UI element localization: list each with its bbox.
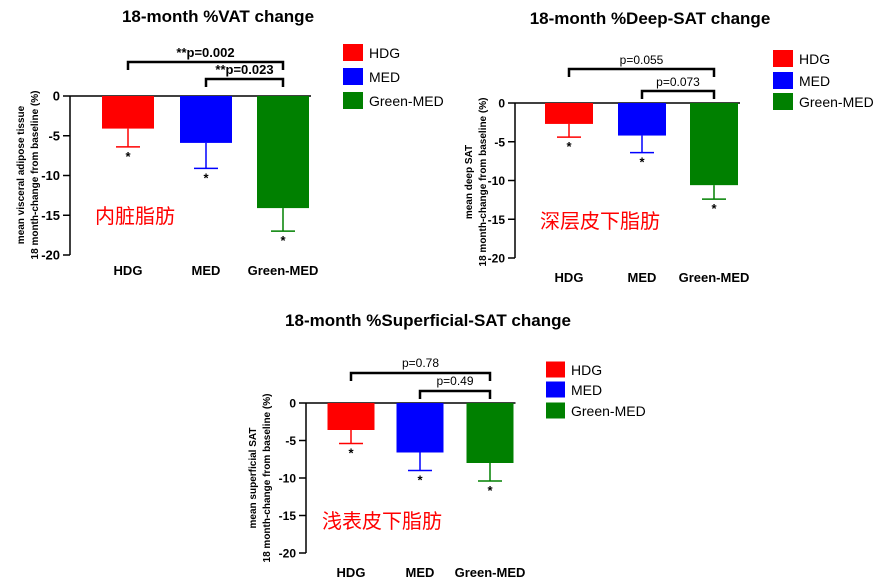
- x-tick-label: MED: [192, 263, 221, 278]
- y-tick-label: -20: [488, 252, 506, 266]
- legend-swatch: [773, 50, 793, 67]
- bar-green-med: [690, 103, 738, 186]
- y-tick-label: -15: [279, 509, 297, 523]
- significance-star: *: [711, 201, 717, 216]
- bar-med: [618, 103, 666, 136]
- y-tick-label: -10: [488, 174, 506, 188]
- y-axis-label: mean superficial SAT: [248, 428, 259, 529]
- legend-label: Green-MED: [571, 403, 646, 419]
- significance-star: *: [348, 446, 354, 461]
- x-tick-label: MED: [628, 270, 657, 285]
- bar-med: [180, 96, 232, 143]
- y-tick-label: -20: [41, 248, 60, 263]
- x-tick-label: HDG: [555, 270, 584, 285]
- significance-star: *: [125, 149, 131, 164]
- chart-panel-2: 18-month %Deep-SAT change 0 -5 -10 -15 -20 mea…: [464, 9, 874, 285]
- y-tick-label: -5: [494, 135, 505, 149]
- significance-star: *: [566, 139, 572, 154]
- x-tick-label: HDG: [337, 565, 366, 580]
- comparison-label: p=0.49: [436, 374, 473, 388]
- bar-green-med: [257, 96, 309, 209]
- comparison-label: p=0.055: [620, 53, 664, 67]
- comparison-bracket: [567, 67, 716, 77]
- x-tick-label: MED: [406, 565, 435, 580]
- chart-title: 18-month %Superficial-SAT change: [285, 311, 571, 330]
- bar-hdg: [327, 403, 375, 430]
- chart-title: 18-month %Deep-SAT change: [530, 9, 771, 28]
- legend-label: MED: [799, 73, 830, 89]
- y-tick-label: 0: [498, 97, 505, 111]
- y-axis-label: 18 month-change from baseline (%): [30, 91, 41, 260]
- x-tick-label: HDG: [114, 263, 143, 278]
- y-tick-label: -20: [279, 547, 297, 561]
- legend-swatch: [343, 92, 363, 109]
- y-tick-label: 0: [53, 89, 60, 104]
- legend-label: MED: [369, 69, 400, 85]
- y-axis-label: 18 month-change from baseline (%): [262, 394, 273, 563]
- chart-annotation: 浅表皮下脂肪: [322, 510, 442, 533]
- bar-hdg: [102, 96, 154, 129]
- y-axis-label: mean visceral adipose tissue: [16, 105, 27, 244]
- comparison-label: p=0.78: [402, 356, 439, 370]
- chart-title: 18-month %VAT change: [122, 7, 314, 26]
- chart-panel-1: 18-month %VAT change 0 -5 -10 -15 -20 mean vis…: [16, 7, 444, 278]
- chart-panel-3: 18-month %Superficial-SAT change 0 -5 -10 -1…: [248, 311, 646, 580]
- significance-star: *: [203, 170, 209, 185]
- comparison-bracket: [204, 77, 285, 87]
- legend-label: HDG: [799, 51, 830, 67]
- y-tick-label: -10: [41, 168, 60, 183]
- comparison-bracket: [640, 89, 716, 99]
- legend-label: Green-MED: [799, 94, 874, 110]
- y-axis-label: mean deep SAT: [464, 145, 475, 219]
- significance-star: *: [487, 483, 493, 498]
- comparison-label: **p=0.002: [176, 45, 234, 60]
- y-tick-label: 0: [289, 397, 296, 411]
- legend-swatch: [773, 93, 793, 110]
- legend-label: HDG: [369, 45, 400, 61]
- chart-annotation: 内脏脂肪: [95, 205, 175, 228]
- legend-swatch: [546, 402, 565, 419]
- comparison-label: p=0.073: [656, 75, 700, 89]
- x-tick-label: Green-MED: [248, 263, 319, 278]
- bar-hdg: [545, 103, 593, 124]
- legend-label: HDG: [571, 362, 602, 378]
- legend-swatch: [343, 44, 363, 61]
- y-tick-label: -5: [285, 434, 296, 448]
- significance-star: *: [417, 473, 423, 488]
- legend-label: Green-MED: [369, 93, 444, 109]
- significance-star: *: [280, 233, 286, 248]
- y-tick-label: -15: [488, 213, 506, 227]
- comparison-label: **p=0.023: [215, 62, 273, 77]
- y-tick-label: -15: [41, 208, 60, 223]
- bar-med: [396, 403, 444, 453]
- legend-swatch: [773, 72, 793, 89]
- legend-swatch: [343, 68, 363, 85]
- legend-label: MED: [571, 382, 602, 398]
- comparison-bracket: [126, 60, 285, 70]
- comparison-bracket: [418, 389, 492, 399]
- y-axis-label: 18 month-change from baseline (%): [478, 98, 489, 267]
- x-tick-label: Green-MED: [455, 565, 526, 580]
- y-tick-label: -5: [48, 128, 60, 143]
- legend-swatch: [546, 361, 565, 378]
- comparison-bracket: [349, 371, 492, 381]
- bar-green-med: [466, 403, 514, 463]
- legend-swatch: [546, 381, 565, 398]
- y-tick-label: -10: [279, 472, 297, 486]
- x-tick-label: Green-MED: [679, 270, 750, 285]
- chart-annotation: 深层皮下脂肪: [540, 210, 660, 233]
- significance-star: *: [639, 155, 645, 170]
